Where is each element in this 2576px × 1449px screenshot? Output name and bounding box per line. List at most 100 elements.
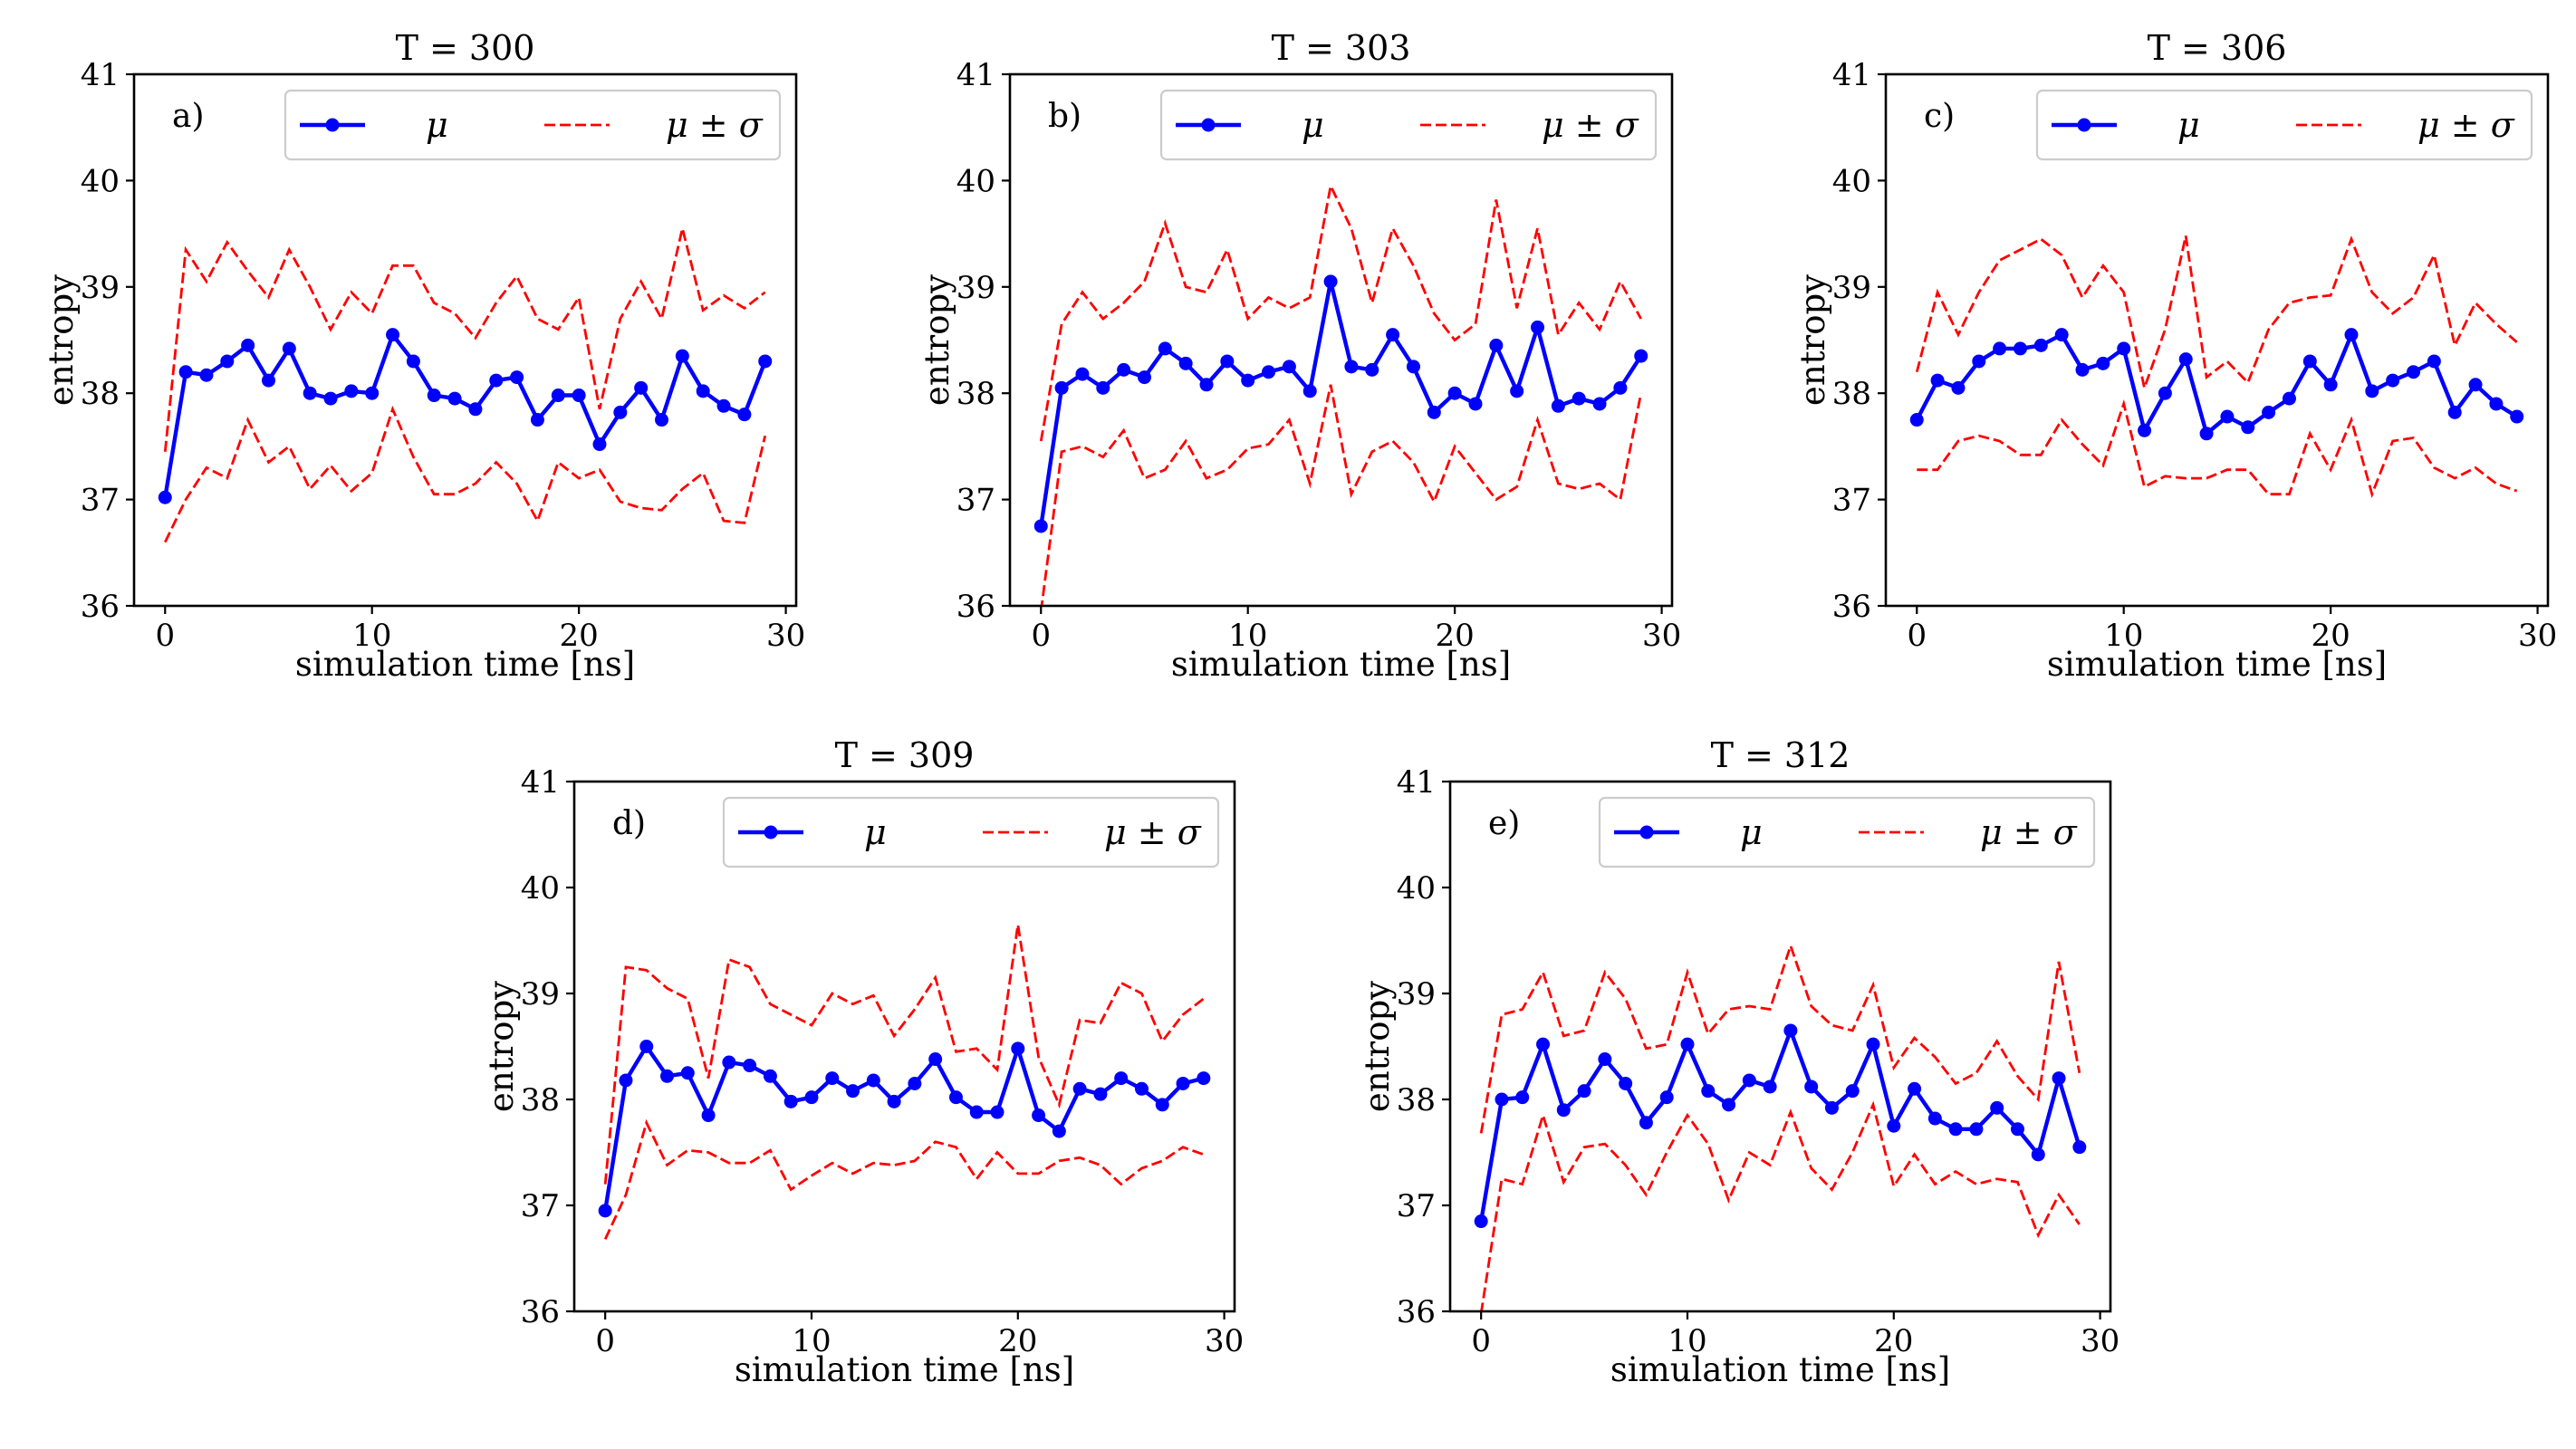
panel-label: a): [172, 98, 205, 135]
data-point-mu: [2282, 391, 2296, 406]
data-point-mu: [406, 354, 420, 369]
data-point-mu: [825, 1071, 840, 1086]
x-tick-label: 10: [792, 1323, 831, 1359]
data-point-mu: [634, 380, 649, 395]
data-point-mu: [323, 391, 338, 406]
data-point-mu: [1763, 1080, 1777, 1094]
legend-mu-label: μ: [1302, 105, 1324, 145]
data-point-mu: [1406, 360, 1420, 374]
y-tick-label: 39: [1397, 976, 1436, 1012]
series-line-mu-plus-sigma: [1479, 941, 2081, 1134]
series-line-mu-plus-sigma: [163, 227, 766, 452]
chart-panel-b: T = 303 36 37 38 39 40 41 0 10 20 30 simulation tim…: [918, 28, 1681, 684]
legend-mu-label: μ: [1740, 812, 1763, 852]
data-point-mu: [1468, 397, 1483, 411]
data-point-mu: [1515, 1090, 1530, 1105]
series-line-mu: [603, 1044, 1205, 1212]
data-point-mu: [1927, 1111, 1942, 1126]
data-point-mu: [1447, 386, 1462, 400]
data-point-mu: [1887, 1118, 1901, 1133]
data-point-mu: [680, 1066, 695, 1080]
y-tick-label: 39: [956, 270, 995, 306]
data-point-mu: [1033, 519, 1048, 533]
data-point-mu: [1489, 338, 1504, 352]
data-point-mu: [846, 1084, 860, 1099]
data-point-mu: [1096, 380, 1110, 395]
y-tick-label: 38: [521, 1082, 560, 1118]
x-tick-label: 10: [1668, 1323, 1706, 1359]
y-tick-label: 40: [1397, 870, 1436, 907]
data-point-mu: [572, 389, 586, 403]
data-point-mu: [2031, 1147, 2045, 1162]
data-point-mu: [1845, 1084, 1860, 1099]
x-tick-label: 20: [1436, 618, 1475, 654]
panel-label: e): [1488, 805, 1520, 842]
data-point-mu: [1598, 1052, 1612, 1067]
data-point-mu: [178, 365, 193, 379]
y-tick-label: 38: [956, 376, 995, 412]
x-tick-label: 20: [1874, 1323, 1913, 1359]
data-point-mu: [220, 354, 235, 369]
data-point-mu: [969, 1105, 984, 1119]
series-line-mu-minus-sigma: [1480, 1100, 2081, 1311]
legend-band-label: μ ± σ: [1542, 105, 1639, 145]
y-axis-label: entropy: [1358, 981, 1397, 1112]
data-point-mu: [1323, 274, 1338, 289]
plot-area: [158, 227, 773, 543]
panel-label: b): [1048, 98, 1081, 135]
series-line-mu: [1479, 1028, 2081, 1222]
x-axis-label: simulation time [ns]: [735, 1350, 1074, 1389]
y-tick-label: 41: [1397, 764, 1436, 801]
data-point-mu: [1262, 365, 1276, 379]
plot-area: [598, 924, 1211, 1240]
x-axis-label: simulation time [ns]: [295, 645, 635, 684]
legend: μ μ ± σ: [1159, 89, 1658, 161]
y-tick-label: 37: [521, 1188, 560, 1224]
x-tick-label: 0: [1907, 618, 1927, 654]
data-point-mu: [737, 408, 752, 422]
legend-mu-marker: [764, 825, 778, 840]
data-point-mu: [2178, 352, 2193, 367]
data-point-mu: [948, 1090, 963, 1105]
data-point-mu: [928, 1052, 943, 1067]
y-tick-label: 36: [1832, 589, 1871, 625]
data-point-mu: [1241, 373, 1255, 388]
y-tick-label: 39: [1832, 270, 1871, 306]
y-tick-label: 37: [81, 483, 120, 519]
data-point-mu: [344, 384, 359, 398]
data-point-mu: [1639, 1116, 1653, 1130]
x-tick-label: 10: [352, 618, 391, 654]
data-point-mu: [1577, 1084, 1591, 1099]
y-tick-label: 36: [1397, 1294, 1436, 1330]
series-line-mu-plus-sigma: [1039, 181, 1642, 442]
data-point-mu: [1365, 362, 1379, 377]
data-point-mu: [866, 1073, 880, 1088]
y-tick-label: 41: [81, 57, 120, 93]
data-point-mu: [696, 384, 710, 398]
data-point-mu: [2096, 356, 2110, 370]
y-tick-label: 40: [81, 163, 120, 199]
x-tick-label: 0: [1031, 618, 1051, 654]
chart-title: T = 309: [835, 735, 975, 775]
y-tick-label: 38: [81, 376, 120, 412]
chart-panel-e: T = 312 36 37 38 39 40 41 0 10 20 30 simulation tim…: [1358, 735, 2119, 1389]
y-tick-label: 36: [956, 589, 995, 625]
data-point-mu: [2344, 328, 2359, 342]
series-line-mu-minus-sigma: [164, 405, 767, 543]
data-point-mu: [1510, 384, 1524, 398]
data-point-mu: [1344, 360, 1359, 374]
data-point-mu: [1613, 380, 1628, 395]
data-point-mu: [592, 437, 607, 452]
y-tick-label: 39: [521, 976, 560, 1012]
data-point-mu: [1197, 1071, 1211, 1086]
x-tick-label: 20: [2312, 618, 2350, 654]
data-point-mu: [489, 373, 504, 388]
y-tick-label: 41: [956, 57, 995, 93]
chart-panel-c: T = 306 36 37 38 39 40 41 0 10 20 30 simulation tim…: [1793, 28, 2557, 684]
data-point-mu: [1972, 354, 1986, 369]
axes-frame: [132, 72, 798, 608]
data-point-mu: [2407, 365, 2421, 379]
data-point-mu: [1536, 1037, 1551, 1051]
data-point-mu: [2072, 1140, 2087, 1155]
data-point-mu: [2447, 405, 2462, 419]
